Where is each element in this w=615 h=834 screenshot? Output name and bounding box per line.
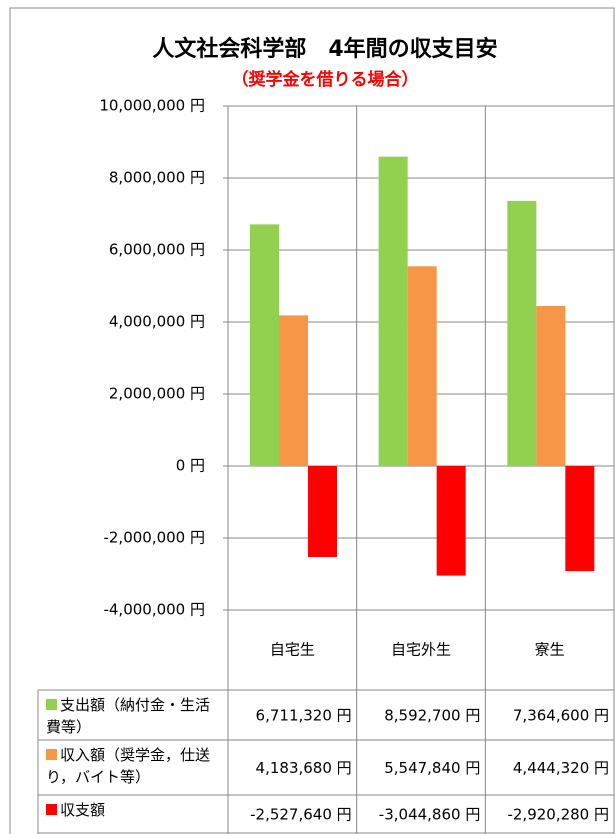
- bar: [279, 315, 308, 466]
- x-tick-label: 寮生: [535, 641, 565, 659]
- legend-item: 収支額: [40, 795, 226, 825]
- data-label: 4,444,320 円: [513, 759, 609, 777]
- x-tick-label: 自宅生: [270, 641, 315, 659]
- legend-item: 収入額（奨学金，仕送り，バイト等）: [40, 740, 226, 792]
- legend-swatch: [46, 804, 57, 815]
- legend-item: 支出額（納付金・生活費等）: [40, 690, 226, 740]
- x-tick-label: 自宅外生: [391, 641, 451, 659]
- y-tick-label: 2,000,000 円: [109, 385, 205, 403]
- bar: [565, 466, 595, 572]
- data-label: 5,547,840 円: [384, 759, 480, 777]
- y-tick-label: 8,000,000 円: [109, 169, 205, 187]
- legend-entry: 収入額（奨学金，仕送り，バイト等）: [40, 740, 226, 792]
- legend-label: 収入額（奨学金，仕送り，バイト等）: [46, 746, 211, 786]
- y-tick-label: -2,000,000 円: [103, 529, 205, 547]
- bar: [250, 224, 279, 466]
- chart-title: 人文社会科学部 4年間の収支目安: [152, 36, 497, 62]
- y-tick-label: 0 円: [176, 457, 205, 475]
- legend-swatch: [46, 699, 57, 710]
- legend-entry: 収支額: [40, 795, 226, 825]
- legend-label: 収支額: [60, 801, 106, 819]
- chart-subtitle: （奨学金を借りる場合）: [232, 69, 419, 90]
- data-label: -2,527,640 円: [250, 806, 352, 824]
- data-label: 8,592,700 円: [384, 707, 480, 725]
- bar: [407, 266, 437, 466]
- bar: [378, 156, 408, 467]
- bar: [308, 466, 337, 557]
- y-tick-label: 10,000,000 円: [99, 97, 205, 115]
- legend-entry: 支出額（納付金・生活費等）: [40, 690, 226, 740]
- legend-label: 支出額（納付金・生活費等）: [46, 696, 211, 736]
- legend-swatch: [46, 749, 57, 760]
- data-label: -2,920,280 円: [507, 806, 609, 824]
- data-label: -3,044,860 円: [379, 806, 481, 824]
- y-tick-label: -4,000,000 円: [103, 601, 205, 619]
- y-tick-label: 4,000,000 円: [109, 313, 205, 331]
- bar: [507, 200, 537, 467]
- bar: [436, 466, 466, 576]
- data-label: 4,183,680 円: [256, 759, 352, 777]
- y-tick-label: 6,000,000 円: [109, 241, 205, 259]
- data-label: 7,364,600 円: [513, 707, 609, 725]
- bar: [536, 306, 566, 466]
- data-label: 6,711,320 円: [256, 707, 352, 725]
